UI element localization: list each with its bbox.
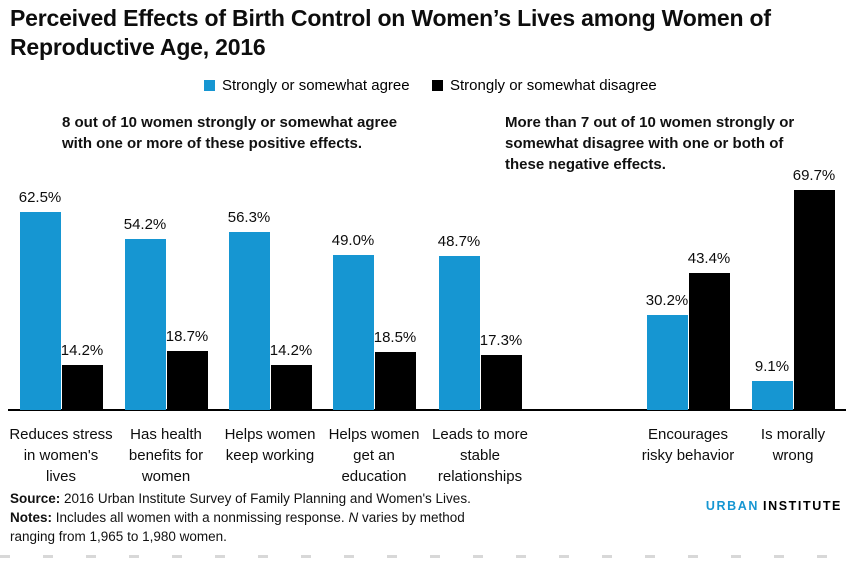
bottom-dashed-artifact-line [0,555,858,558]
bar-value-label: 54.2% [123,216,167,233]
legend-label-agree: Strongly or somewhat agree [222,77,410,94]
bar-disagree [374,352,416,410]
bar-value-label: 62.5% [18,189,62,206]
category-label: Helps women get an education [328,426,420,485]
bar-agree [19,212,61,410]
notes-n-italic: N [348,510,359,525]
bar-disagree [61,365,103,410]
bar-value-label: 18.5% [373,329,417,346]
legend-swatch-agree-icon [204,80,215,91]
bar-agree [228,232,270,410]
urban-institute-logo: URBAN INSTITUTE [706,499,842,513]
page-title: Perceived Effects of Birth Control on Wo… [10,4,771,62]
bar-value-label: 14.2% [269,342,313,359]
category-label: Reduces stress in women's lives [9,426,113,485]
notes-text-a: Includes all women with a nonmissing res… [55,510,345,525]
category-label: Leads to more stable relationships [432,426,528,485]
x-axis-line [8,409,846,411]
logo-institute-text: INSTITUTE [763,499,842,513]
bar-value-label: 56.3% [227,209,271,226]
bar-value-label: 48.7% [437,233,481,250]
bar-agree [751,381,793,410]
bar-value-label: 17.3% [479,332,523,349]
bar-value-label: 43.4% [687,250,731,267]
logo-urban-text: URBAN [705,499,760,513]
category-label: Has health benefits for women [128,426,204,485]
bar-disagree [480,355,522,410]
source-line: Source: 2016 Urban Institute Survey of F… [10,489,471,508]
bar-disagree [166,351,208,410]
notes-label: Notes: [10,510,53,525]
page-title-line-1: Perceived Effects of Birth Control on Wo… [10,5,771,31]
category-label: Encourages risky behavior [641,426,735,464]
legend-item-disagree: Strongly or somewhat disagree [432,77,657,95]
annotation-positive-effects: 8 out of 10 women strongly or somewhat a… [62,114,398,152]
legend-swatch-disagree-icon [432,80,443,91]
bar-value-label: 30.2% [645,292,689,309]
bar-value-label: 69.7% [792,167,836,184]
page-title-line-2: Reproductive Age, 2016 [10,34,266,60]
bar-value-label: 14.2% [60,342,104,359]
bar-agree [646,315,688,410]
bar-agree [438,256,480,410]
bar-value-label: 18.7% [165,328,209,345]
bar-disagree [270,365,312,410]
bar-disagree [688,273,730,410]
bar-agree [124,239,166,410]
source-text: 2016 Urban Institute Survey of Family Pl… [64,491,471,506]
category-label: Helps women keep working [224,426,316,464]
bar-disagree [793,190,835,410]
bar-value-label: 49.0% [331,232,375,249]
bar-value-label: 9.1% [754,358,790,375]
source-notes: Source: 2016 Urban Institute Survey of F… [10,489,471,546]
notes-line-1: Notes: Includes all women with a nonmiss… [10,508,471,527]
category-label: Is morally wrong [760,426,826,464]
notes-text-c: ranging from 1,965 to 1,980 women. [10,529,227,544]
legend-label-disagree: Strongly or somewhat disagree [450,77,657,94]
notes-text-b: varies by method [361,510,465,525]
legend-item-agree: Strongly or somewhat agree [204,77,410,95]
notes-line-2: ranging from 1,965 to 1,980 women. [10,527,471,546]
source-label: Source: [10,491,61,506]
annotation-negative-effects: More than 7 out of 10 women strongly or … [505,114,795,173]
bar-agree [332,255,374,410]
